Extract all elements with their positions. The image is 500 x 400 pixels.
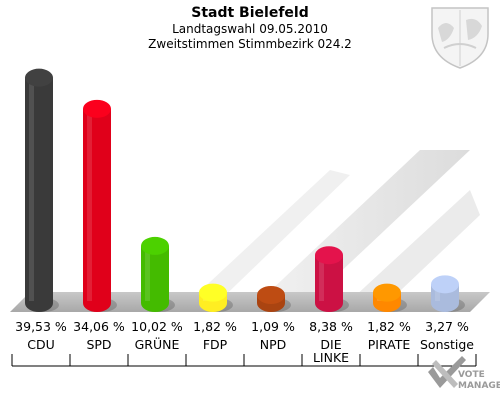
chart-title: Stadt Bielefeld bbox=[191, 5, 308, 21]
bars-group bbox=[25, 68, 465, 312]
category-label: CDU bbox=[27, 337, 55, 352]
vote-manager-logo: VOTE MANAGER bbox=[428, 356, 500, 391]
category-label: FDP bbox=[203, 337, 228, 352]
value-label: 10,02 % bbox=[131, 319, 183, 334]
background-decoration bbox=[180, 150, 480, 310]
bar-pirate bbox=[373, 283, 407, 312]
bar-npd bbox=[257, 286, 291, 312]
chart-subtitle-2: Zweitstimmen Stimmbezirk 024.2 bbox=[148, 37, 352, 51]
brand-line2: MANAGER bbox=[458, 381, 500, 391]
brand-line1: VOTE bbox=[458, 370, 485, 380]
value-label: 1,82 % bbox=[367, 319, 411, 334]
category-label: NPD bbox=[260, 337, 287, 352]
value-label: 34,06 % bbox=[73, 319, 125, 334]
value-label: 1,09 % bbox=[251, 319, 295, 334]
value-label: 8,38 % bbox=[309, 319, 353, 334]
check-mark-icon bbox=[428, 356, 466, 388]
value-labels-group: 39,53 % 34,06 % 10,02 % 1,82 % 1,09 % 8,38 % 1… bbox=[15, 319, 469, 334]
bar-sonstige bbox=[431, 275, 465, 312]
bar-die-linke bbox=[315, 246, 349, 312]
value-label: 3,27 % bbox=[425, 319, 469, 334]
bar-fdp bbox=[199, 283, 233, 312]
chart-subtitle: Landtagswahl 09.05.2010 bbox=[172, 22, 328, 36]
category-label: GRÜNE bbox=[135, 336, 180, 352]
bar-spd bbox=[83, 99, 117, 312]
category-label: PIRATE bbox=[368, 337, 411, 352]
value-label: 1,82 % bbox=[193, 319, 237, 334]
bar-cdu bbox=[25, 68, 59, 312]
category-label: Sonstige bbox=[420, 337, 474, 352]
coat-of-arms-icon bbox=[431, 7, 489, 69]
category-label: LINKE bbox=[313, 350, 349, 365]
bar-gr-ne bbox=[141, 236, 175, 312]
chart-floor bbox=[10, 292, 490, 312]
category-label: DIE bbox=[320, 337, 341, 352]
category-label: SPD bbox=[86, 337, 111, 352]
value-label: 39,53 % bbox=[15, 319, 67, 334]
